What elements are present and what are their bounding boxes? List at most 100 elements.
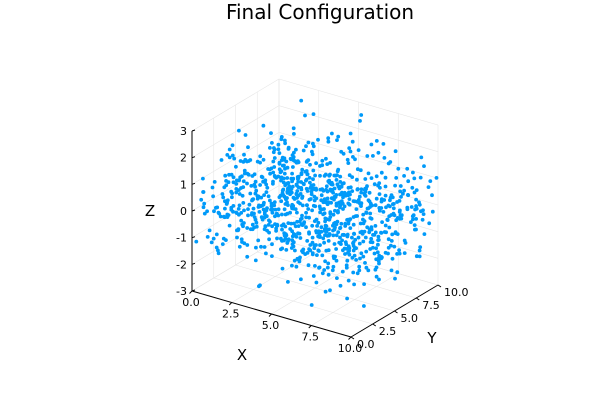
- data-point: [392, 213, 397, 218]
- data-point: [367, 190, 372, 195]
- data-point: [326, 272, 331, 277]
- data-point: [270, 242, 274, 247]
- data-point: [417, 248, 422, 253]
- data-point: [304, 144, 308, 149]
- data-point: [359, 113, 364, 117]
- data-point: [214, 205, 218, 210]
- data-point: [339, 221, 344, 226]
- data-point: [428, 179, 433, 184]
- data-point: [306, 207, 311, 211]
- data-point: [402, 188, 406, 193]
- data-point: [359, 190, 364, 195]
- data-point: [379, 199, 384, 204]
- data-point: [281, 176, 286, 181]
- data-point: [314, 217, 319, 222]
- data-point: [365, 154, 370, 158]
- data-point: [396, 166, 401, 171]
- data-point: [330, 187, 335, 192]
- data-point: [268, 171, 272, 176]
- data-point: [391, 206, 396, 211]
- data-point: [339, 184, 344, 189]
- data-point: [241, 179, 246, 184]
- data-point: [266, 194, 271, 199]
- data-point: [253, 179, 258, 184]
- data-point: [304, 225, 308, 230]
- data-point: [279, 178, 283, 183]
- data-point: [283, 183, 288, 188]
- data-point: [283, 141, 287, 146]
- y-tick-label: 2.5: [379, 325, 397, 338]
- data-point: [301, 247, 306, 252]
- data-point: [331, 190, 335, 195]
- data-point: [331, 233, 336, 238]
- data-point: [351, 240, 356, 245]
- data-point: [261, 157, 266, 162]
- data-point: [331, 228, 335, 233]
- x-tick-mark: [228, 302, 233, 306]
- data-point: [227, 155, 232, 160]
- data-point: [235, 235, 239, 240]
- data-point: [283, 138, 287, 143]
- data-point: [310, 149, 314, 154]
- data-point: [207, 228, 212, 233]
- data-point: [348, 131, 353, 136]
- data-point: [358, 230, 363, 235]
- data-point: [318, 173, 322, 178]
- data-point: [258, 160, 262, 165]
- data-point: [237, 128, 241, 133]
- data-point: [327, 232, 332, 236]
- data-point: [296, 224, 301, 229]
- data-point: [345, 258, 350, 263]
- data-point: [375, 250, 380, 255]
- data-point: [399, 216, 404, 221]
- y-tick-label: 0.0: [357, 338, 375, 351]
- data-point: [250, 222, 255, 227]
- data-point: [305, 203, 309, 208]
- data-point: [335, 182, 340, 187]
- data-point: [341, 232, 346, 237]
- data-point: [294, 182, 299, 187]
- data-point: [397, 248, 401, 253]
- data-point: [241, 201, 246, 205]
- data-point: [341, 195, 345, 200]
- data-point: [236, 207, 241, 211]
- grid-line: [278, 212, 439, 259]
- data-point: [361, 254, 366, 259]
- data-point: [260, 203, 264, 208]
- data-point: [398, 184, 403, 188]
- data-point: [271, 181, 275, 186]
- data-point: [393, 149, 398, 154]
- data-point: [240, 193, 245, 198]
- y-tick-label: 5.0: [401, 312, 419, 325]
- data-point: [292, 132, 296, 136]
- data-point: [352, 232, 356, 236]
- data-point: [284, 197, 288, 202]
- data-point: [368, 201, 373, 206]
- data-point: [242, 168, 247, 173]
- data-point: [366, 171, 371, 176]
- data-point: [314, 243, 318, 247]
- data-point: [299, 277, 303, 282]
- data-point: [369, 176, 374, 181]
- data-point: [224, 179, 229, 183]
- data-point: [201, 176, 205, 181]
- data-point: [219, 158, 224, 162]
- data-point: [338, 235, 342, 240]
- data-point: [355, 187, 360, 191]
- data-point: [267, 230, 271, 235]
- data-point: [357, 268, 362, 273]
- data-point: [272, 165, 277, 169]
- data-point: [334, 258, 339, 263]
- data-point: [371, 154, 375, 158]
- data-point: [325, 162, 330, 167]
- data-point: [236, 178, 241, 183]
- data-point: [355, 177, 359, 182]
- data-point: [403, 241, 408, 245]
- data-point: [361, 239, 366, 244]
- data-point: [286, 237, 291, 242]
- data-point: [386, 251, 390, 256]
- data-point: [350, 235, 354, 240]
- data-point: [387, 225, 392, 230]
- data-point: [362, 229, 367, 234]
- data-point: [234, 164, 238, 169]
